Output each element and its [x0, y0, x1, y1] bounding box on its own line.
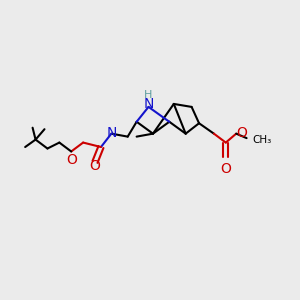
Text: CH₃: CH₃	[253, 135, 272, 145]
Text: N: N	[106, 126, 116, 140]
Text: H: H	[144, 90, 153, 100]
Text: O: O	[66, 153, 77, 167]
Text: N: N	[143, 97, 154, 111]
Text: O: O	[90, 159, 101, 173]
Text: O: O	[220, 162, 231, 176]
Text: O: O	[236, 126, 247, 140]
